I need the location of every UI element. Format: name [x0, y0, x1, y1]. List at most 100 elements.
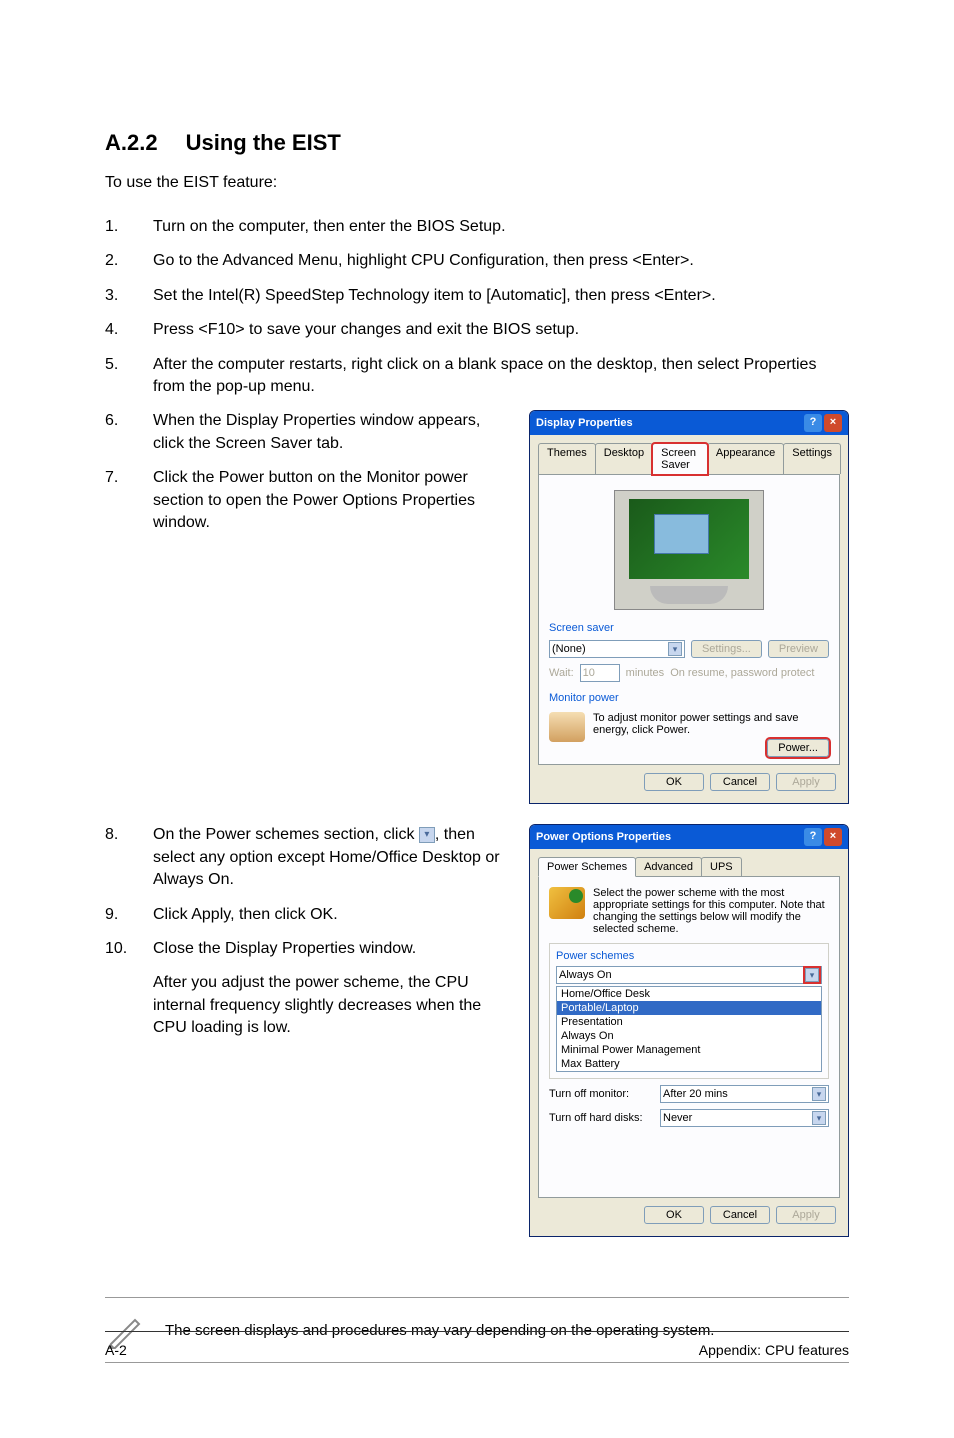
tab-settings[interactable]: Settings [783, 443, 841, 474]
turnoff-monitor-select[interactable]: After 20 mins ▾ [660, 1085, 829, 1103]
scheme-dropdown-list: Home/Office Desk Portable/Laptop Present… [556, 986, 822, 1072]
step-text: After the computer restarts, right click… [153, 354, 849, 399]
power-options-dialog: Power Options Properties ? × Power Schem… [529, 824, 849, 1237]
step-text: Go to the Advanced Menu, highlight CPU C… [153, 250, 849, 272]
scheme-option[interactable]: Portable/Laptop [557, 1001, 821, 1015]
section-number: A.2.2 [105, 130, 158, 156]
tab-power-schemes[interactable]: Power Schemes [538, 857, 636, 877]
resume-checkbox-label: On resume, password protect [670, 667, 814, 679]
power-button[interactable]: Power... [767, 739, 829, 757]
power-plug-icon [549, 887, 585, 919]
chevron-down-icon: ▾ [812, 1111, 826, 1125]
step-item: 7.Click the Power button on the Monitor … [105, 467, 509, 534]
dialog-tabs: Power Schemes Advanced UPS [538, 857, 840, 877]
dialog-titlebar: Power Options Properties ? × [530, 825, 848, 849]
step-text: Click the Power button on the Monitor po… [153, 467, 509, 534]
step-num: 4. [105, 319, 153, 341]
turnoff-monitor-label: Turn off monitor: [549, 1088, 654, 1100]
display-properties-dialog: Display Properties ? × Themes Desktop Sc… [529, 410, 849, 804]
tab-appearance[interactable]: Appearance [707, 443, 784, 474]
step-text: Turn on the computer, then enter the BIO… [153, 216, 849, 238]
tab-ups[interactable]: UPS [701, 857, 742, 876]
screensaver-value: (None) [552, 643, 586, 655]
step-text: Press <F10> to save your changes and exi… [153, 319, 849, 341]
scheme-option[interactable]: Minimal Power Management [557, 1043, 821, 1057]
schemes-label: Power schemes [556, 950, 822, 962]
step-item: 9.Click Apply, then click OK. [105, 904, 509, 926]
step-text: On the Power schemes section, click ▾, t… [153, 824, 509, 891]
scheme-option[interactable]: Always On [557, 1029, 821, 1043]
step-item: 3.Set the Intel(R) SpeedStep Technology … [105, 285, 849, 307]
chevron-down-icon: ▾ [805, 968, 819, 982]
close-button[interactable]: × [824, 414, 842, 432]
dialog-title: Power Options Properties [536, 831, 671, 843]
step-item: 2.Go to the Advanced Menu, highlight CPU… [105, 250, 849, 272]
step-item: 4.Press <F10> to save your changes and e… [105, 319, 849, 341]
steps-list-top: 1.Turn on the computer, then enter the B… [105, 216, 849, 398]
energy-star-icon [549, 712, 585, 742]
step-text: Click Apply, then click OK. [153, 904, 509, 926]
step-item: 8. On the Power schemes section, click ▾… [105, 824, 509, 891]
step-num: 8. [105, 824, 153, 891]
footer-right: Appendix: CPU features [699, 1342, 849, 1358]
ok-button[interactable]: OK [644, 1206, 704, 1224]
step-num: 6. [105, 410, 153, 455]
scheme-option[interactable]: Home/Office Desk [557, 987, 821, 1001]
steps-list-mid: 6.When the Display Properties window app… [105, 410, 509, 534]
close-button[interactable]: × [824, 828, 842, 846]
step-item: 6.When the Display Properties window app… [105, 410, 509, 455]
steps-list-low: 8. On the Power schemes section, click ▾… [105, 824, 509, 960]
wait-unit: minutes [626, 667, 665, 679]
step-item: 5.After the computer restarts, right cli… [105, 354, 849, 399]
step-text: Set the Intel(R) SpeedStep Technology it… [153, 285, 849, 307]
step-text: When the Display Properties window appea… [153, 410, 509, 455]
tab-themes[interactable]: Themes [538, 443, 596, 474]
chevron-down-icon: ▾ [419, 827, 435, 843]
tab-screen-saver[interactable]: Screen Saver [652, 443, 708, 475]
dialog-tabs: Themes Desktop Screen Saver Appearance S… [538, 443, 840, 475]
cancel-button[interactable]: Cancel [710, 773, 770, 791]
step-num: 10. [105, 938, 153, 960]
scheme-select[interactable]: Always On ▾ [556, 966, 822, 984]
step-text: Close the Display Properties window. [153, 938, 509, 960]
step-num: 3. [105, 285, 153, 307]
dialog-titlebar: Display Properties ? × [530, 411, 848, 435]
wait-label: Wait: [549, 667, 574, 679]
apply-button[interactable]: Apply [776, 1206, 836, 1224]
cancel-button[interactable]: Cancel [710, 1206, 770, 1224]
wait-spinner[interactable]: 10 [580, 664, 620, 682]
screensaver-select[interactable]: (None) ▾ [549, 640, 685, 658]
step-item: 10.Close the Display Properties window. [105, 938, 509, 960]
section-heading: A.2.2 Using the EIST [105, 130, 849, 156]
screensaver-label: Screen saver [549, 622, 829, 634]
scheme-option[interactable]: Presentation [557, 1015, 821, 1029]
help-button[interactable]: ? [804, 414, 822, 432]
tab-advanced[interactable]: Advanced [635, 857, 702, 876]
continuation-text: After you adjust the power scheme, the C… [153, 972, 509, 1039]
intro-text: To use the EIST feature: [105, 174, 849, 192]
step-num: 9. [105, 904, 153, 926]
help-button[interactable]: ? [804, 828, 822, 846]
scheme-option[interactable]: Max Battery [557, 1057, 821, 1071]
turnoff-hd-select[interactable]: Never ▾ [660, 1109, 829, 1127]
dialog-title: Display Properties [536, 417, 633, 429]
tab-desktop[interactable]: Desktop [595, 443, 653, 474]
chevron-down-icon: ▾ [812, 1087, 826, 1101]
footer-left: A-2 [105, 1342, 127, 1358]
step-num: 5. [105, 354, 153, 399]
monitor-power-label: Monitor power [549, 692, 829, 704]
step-num: 7. [105, 467, 153, 534]
apply-button[interactable]: Apply [776, 773, 836, 791]
step-num: 1. [105, 216, 153, 238]
power-desc: Select the power scheme with the most ap… [593, 887, 829, 935]
preview-button[interactable]: Preview [768, 640, 829, 658]
scheme-selected: Always On [559, 969, 612, 981]
section-title: Using the EIST [186, 130, 341, 155]
chevron-down-icon: ▾ [668, 642, 682, 656]
monitor-power-text: To adjust monitor power settings and sav… [593, 712, 829, 736]
settings-button[interactable]: Settings... [691, 640, 762, 658]
page-footer: A-2 Appendix: CPU features [105, 1331, 849, 1358]
monitor-preview [614, 490, 764, 610]
step-item: 1.Turn on the computer, then enter the B… [105, 216, 849, 238]
ok-button[interactable]: OK [644, 773, 704, 791]
